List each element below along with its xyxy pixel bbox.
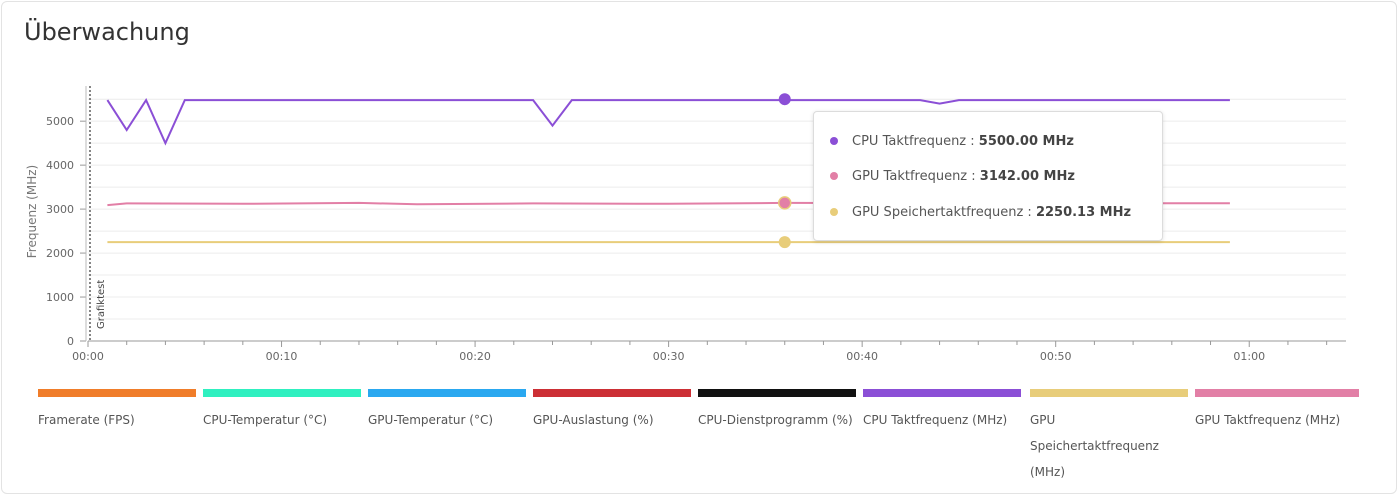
tooltip-row-cpu: CPU Taktfrequenz : 5500.00 MHz bbox=[830, 134, 1074, 149]
panel-title: Überwachung bbox=[24, 18, 190, 46]
tooltip-row-gpu: GPU Taktfrequenz : 3142.00 MHz bbox=[830, 169, 1075, 184]
legend-label: Framerate (FPS) bbox=[38, 413, 135, 427]
legend-item-gpu-clock[interactable]: GPU Taktfrequenz (MHz) bbox=[1195, 389, 1359, 433]
tooltip-value: 3142.00 MHz bbox=[979, 169, 1075, 184]
tooltip-label: GPU Taktfrequenz : bbox=[852, 169, 980, 184]
legend-swatch bbox=[1195, 389, 1359, 397]
legend-item-gpu-temperature[interactable]: GPU-Temperatur (°C) bbox=[368, 389, 526, 433]
legend-label: CPU-Temperatur (°C) bbox=[203, 413, 328, 427]
x-tick-label: 00:40 bbox=[846, 350, 878, 363]
tooltip-dot-icon bbox=[830, 171, 838, 180]
y-tick-label: 1000 bbox=[46, 291, 74, 304]
y-tick-label: 3000 bbox=[46, 203, 74, 216]
legend-label: GPU-Temperatur (°C) bbox=[368, 413, 493, 427]
legend-swatch bbox=[533, 389, 691, 397]
event-marker-label: Grafiktest bbox=[96, 280, 107, 329]
y-tick-label: 0 bbox=[67, 335, 74, 348]
x-tick-label: 00:30 bbox=[653, 350, 685, 363]
x-tick-label: 00:00 bbox=[72, 350, 104, 363]
legend-item-cpu-temperature[interactable]: CPU-Temperatur (°C) bbox=[203, 389, 361, 433]
y-axis-title: Frequenz (MHz) bbox=[25, 165, 39, 258]
hover-point-2 bbox=[778, 236, 791, 249]
series-line-0[interactable] bbox=[106, 98, 1230, 146]
legend-swatch bbox=[38, 389, 196, 397]
tooltip-label: GPU Speichertaktfrequenz : bbox=[852, 205, 1036, 220]
legend-swatch bbox=[203, 389, 361, 397]
legend-label: GPU-Auslastung (%) bbox=[533, 413, 654, 427]
x-tick-label: 00:10 bbox=[266, 350, 298, 363]
x-tick-label: 00:20 bbox=[459, 350, 491, 363]
legend-label: GPU Speichertaktfrequenz (MHz) bbox=[1030, 413, 1159, 479]
legend-swatch bbox=[863, 389, 1021, 397]
frequency-chart[interactable]: 0 1000 2000 3000 4000 5000 00:00 00:10 00:20 00:3… bbox=[0, 0, 1398, 380]
legend-item-gpu-utilization[interactable]: GPU-Auslastung (%) bbox=[533, 389, 691, 433]
chart-tooltip: CPU Taktfrequenz : 5500.00 MHz GPU Taktf… bbox=[813, 111, 1163, 241]
hover-markers bbox=[777, 93, 792, 249]
legend-item-gpu-memory-clock[interactable]: GPU Speichertaktfrequenz (MHz) bbox=[1030, 389, 1188, 485]
y-tick-label: 4000 bbox=[46, 159, 74, 172]
legend-label: CPU-Dienstprogramm (%) bbox=[698, 413, 853, 427]
y-tick-label: 2000 bbox=[46, 247, 74, 260]
tooltip-dot-icon bbox=[830, 136, 838, 145]
legend-label: GPU Taktfrequenz (MHz) bbox=[1195, 413, 1341, 427]
y-tick-label: 5000 bbox=[46, 115, 74, 128]
legend-item-cpu-utility[interactable]: CPU-Dienstprogramm (%) bbox=[698, 389, 856, 433]
legend-item-cpu-clock[interactable]: CPU Taktfrequenz (MHz) bbox=[863, 389, 1021, 433]
hover-point-1 bbox=[777, 196, 792, 210]
x-tick-label: 00:50 bbox=[1040, 350, 1072, 363]
tooltip-value: 2250.13 MHz bbox=[1035, 205, 1132, 220]
tooltip-dot-icon bbox=[830, 207, 838, 216]
hover-point-0 bbox=[778, 93, 791, 106]
legend-swatch bbox=[698, 389, 856, 397]
legend-item-framerate[interactable]: Framerate (FPS) bbox=[38, 389, 196, 433]
legend-label: CPU Taktfrequenz (MHz) bbox=[863, 413, 1008, 427]
legend-swatch bbox=[368, 389, 526, 397]
x-tick-label: 01:00 bbox=[1233, 350, 1265, 363]
legend-swatch bbox=[1030, 389, 1188, 397]
axes: 0 1000 2000 3000 4000 5000 00:00 00:10 00:20 00:3… bbox=[25, 86, 1346, 363]
tooltip-row-gpu-mem: GPU Speichertaktfrequenz : 2250.13 MHz bbox=[830, 205, 1131, 220]
tooltip-label: CPU Taktfrequenz : bbox=[852, 134, 979, 149]
tooltip-value: 5500.00 MHz bbox=[978, 134, 1074, 149]
